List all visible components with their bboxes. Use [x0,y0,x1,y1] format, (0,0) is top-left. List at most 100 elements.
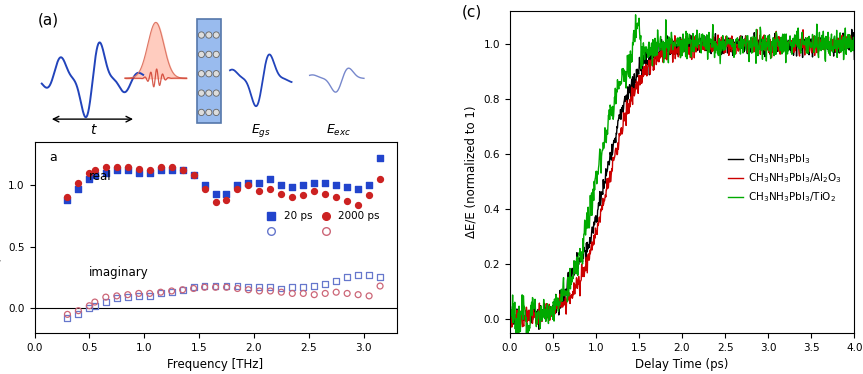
Circle shape [213,90,219,96]
Point [186,285,200,291]
Point [253,180,267,186]
Point [142,167,156,173]
Point [263,284,277,290]
Point [253,288,267,294]
Point [219,284,233,290]
Point [83,303,97,309]
Point [154,291,167,297]
Point [362,272,376,278]
CH$_3$NH$_3$PbI$_3$ [802,46,812,51]
CH$_3$NH$_3$PbI$_3$/TiO$_2$ [715,49,725,53]
Circle shape [205,109,212,116]
Point [330,182,343,188]
CH$_3$NH$_3$PbI$_3$ [766,47,777,52]
Point [209,191,223,197]
Y-axis label: ΔE/E (normalized to 1): ΔE/E (normalized to 1) [465,106,478,238]
Point [121,294,135,300]
Point [154,163,167,169]
Point [373,283,387,289]
Point [198,186,211,191]
Point [60,197,74,203]
CH$_3$NH$_3$PbI$_3$/Al$_2$O$_3$ [803,36,813,40]
CH$_3$NH$_3$PbI$_3$/TiO$_2$ [526,307,537,311]
Point [340,198,354,204]
Legend: 20 ps, , 2000 ps, : 20 ps, , 2000 ps, [257,207,384,241]
CH$_3$NH$_3$PbI$_3$/Al$_2$O$_3$ [849,43,860,47]
Circle shape [205,90,212,96]
Point [72,180,85,186]
CH$_3$NH$_3$PbI$_3$ [705,43,715,47]
Point [230,283,244,289]
Point [72,312,85,318]
Circle shape [198,90,205,96]
Point [176,287,190,293]
Text: t: t [90,123,95,137]
Circle shape [198,71,205,77]
Point [263,186,277,191]
Point [165,163,179,169]
Bar [198,19,221,123]
Point [176,167,190,173]
Point [242,182,255,188]
Point [296,182,310,188]
Point [253,284,267,290]
Point [99,294,113,300]
Point [274,182,288,188]
Point [110,167,123,173]
Point [318,191,332,197]
Point [340,291,354,297]
Point [373,155,387,161]
Point [340,275,354,280]
CH$_3$NH$_3$PbI$_3$/TiO$_2$ [505,315,515,319]
Point [307,180,321,186]
Point [318,291,332,297]
Point [132,166,146,172]
Point [296,284,310,290]
Point [242,180,255,186]
CH$_3$NH$_3$PbI$_3$ [849,57,860,62]
Point [186,172,200,178]
Circle shape [205,71,212,77]
Line: CH$_3$NH$_3$PbI$_3$/Al$_2$O$_3$: CH$_3$NH$_3$PbI$_3$/Al$_2$O$_3$ [510,30,854,328]
Point [132,293,146,299]
Point [165,288,179,294]
Point [330,194,343,200]
Point [307,283,321,289]
Point [351,272,365,278]
Circle shape [205,32,212,38]
CH$_3$NH$_3$PbI$_3$ [505,314,515,319]
Point [351,186,365,191]
Point [286,194,299,200]
Point [186,172,200,178]
Point [186,284,200,290]
Point [88,303,102,309]
CH$_3$NH$_3$PbI$_3$/TiO$_2$ [631,13,641,17]
Point [362,293,376,299]
Point [110,293,123,299]
Point [99,170,113,176]
Text: real: real [89,170,111,183]
Point [165,289,179,295]
Point [198,182,211,188]
Point [88,167,102,173]
Point [121,292,135,298]
Point [72,308,85,314]
Point [142,293,156,299]
Text: $E_{gs}$: $E_{gs}$ [251,122,271,139]
Point [142,170,156,176]
Point [318,180,332,186]
Text: (c): (c) [462,5,482,20]
Point [110,295,123,301]
Point [373,176,387,182]
Point [209,283,223,289]
Circle shape [198,109,205,116]
Point [88,172,102,178]
Circle shape [213,71,219,77]
Legend: CH$_3$NH$_3$PbI$_3$, CH$_3$NH$_3$PbI$_3$/Al$_2$O$_3$, CH$_3$NH$_3$PbI$_3$/TiO$_2: CH$_3$NH$_3$PbI$_3$, CH$_3$NH$_3$PbI$_3$… [723,148,846,209]
Point [88,299,102,305]
Point [83,176,97,182]
Point [230,182,244,188]
Point [219,197,233,203]
Point [121,163,135,169]
Point [330,289,343,295]
